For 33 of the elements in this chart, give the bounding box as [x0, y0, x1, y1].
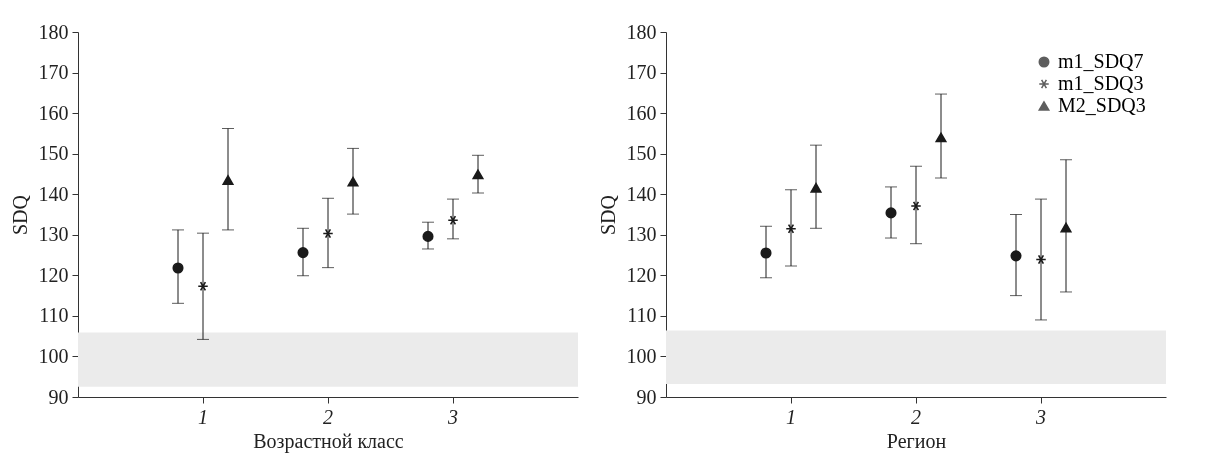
x-axis-title: Регион — [886, 429, 947, 452]
y-tick-label: 100 — [38, 344, 69, 367]
y-tick-label: 130 — [626, 223, 657, 246]
y-tick-label: 140 — [626, 182, 657, 205]
x-axis-title: Возрастной класс — [253, 429, 404, 453]
y-tick-label: 130 — [38, 223, 69, 246]
y-tick-label: 180 — [626, 20, 657, 43]
x-tick-label: 1 — [786, 405, 796, 428]
legend-label: m1_SDQ3 — [1058, 72, 1144, 94]
y-tick-label: 170 — [38, 61, 69, 84]
y-tick-label: 160 — [626, 101, 657, 124]
x-tick-label: 3 — [447, 405, 458, 428]
x-tick-label: 1 — [198, 405, 208, 428]
legend-label: M2_SDQ3 — [1058, 94, 1146, 116]
x-tick-label: 3 — [1035, 405, 1046, 428]
y-tick-label: 120 — [38, 263, 69, 286]
y-tick-label: 90 — [636, 385, 657, 408]
y-tick-label: 180 — [38, 20, 69, 43]
y-tick-label: 170 — [626, 61, 657, 84]
y-tick-label: 150 — [626, 142, 657, 165]
y-tick-label: 140 — [38, 182, 69, 205]
x-tick-label: 2 — [323, 405, 333, 428]
y-axis-title: SDQ — [8, 194, 31, 236]
legend-label: m1_SDQ7 — [1058, 50, 1144, 72]
y-axis-title: SDQ — [596, 194, 619, 236]
x-tick-label: 2 — [911, 405, 921, 428]
y-tick-label: 100 — [626, 344, 657, 367]
y-tick-label: 120 — [626, 263, 657, 286]
y-tick-label: 160 — [38, 101, 69, 124]
y-tick-label: 150 — [38, 142, 69, 165]
y-tick-label: 110 — [627, 304, 657, 327]
y-tick-label: 90 — [48, 385, 69, 408]
y-tick-label: 110 — [39, 304, 69, 327]
